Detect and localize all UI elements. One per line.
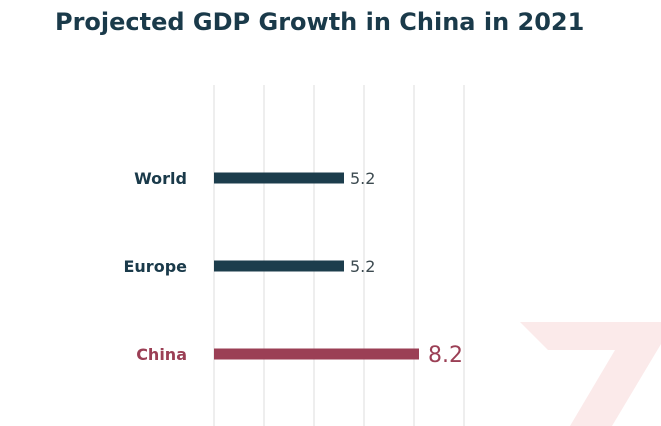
value-label: 5.2 [350,257,375,276]
bar [214,348,419,360]
watermark-logo [520,322,661,426]
chart-title: Projected GDP Growth in China in 2021 [55,8,585,36]
bars: World 5.2 Europe 5.2 China 8.2 [123,169,463,368]
bar [214,260,344,272]
category-label: China [136,345,187,364]
value-label: 5.2 [350,169,375,188]
bar [214,172,344,184]
gridlines [213,85,465,426]
category-label: Europe [123,257,187,276]
category-label: World [134,169,187,188]
value-label: 8.2 [428,343,463,368]
